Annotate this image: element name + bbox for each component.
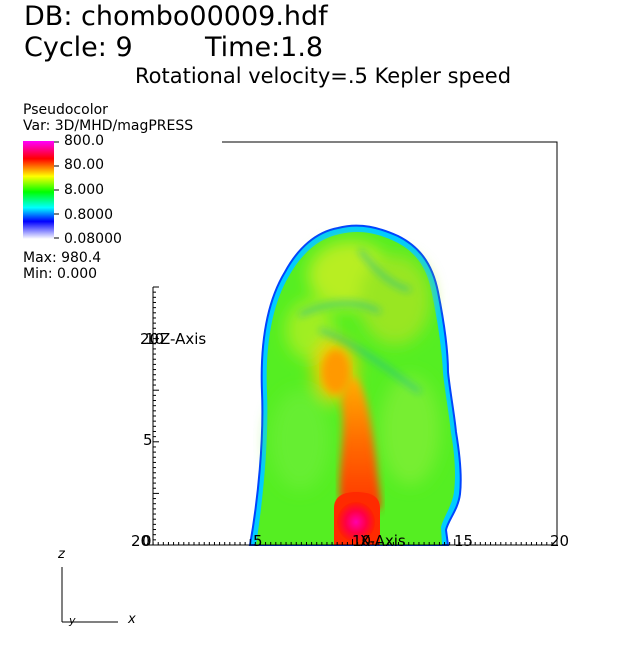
y-axis-title: Z-Axis: [160, 330, 206, 348]
plot-frame: [222, 141, 558, 545]
cycle-time-line: Cycle: 9 Time:1.8: [24, 32, 323, 63]
plume-streaks: [299, 249, 421, 394]
colorbar-label-2: 80.00: [64, 157, 105, 173]
colorbar-label-5: 0.08000: [64, 231, 122, 247]
x-axis-tick-15: 15: [454, 532, 473, 550]
x-axis-ticks: [147, 539, 558, 545]
y-axis-tick-5: 5: [143, 431, 153, 449]
triad-y-label: y: [68, 614, 76, 627]
plume-core-glow: [337, 502, 375, 542]
colorbar-label-3: 8.000: [64, 182, 105, 198]
plot-subtitle: Rotational velocity=.5 Kepler speed: [135, 64, 512, 88]
colorbar-label-1: 800.0: [64, 133, 105, 149]
time-label: Time:1.8: [205, 32, 324, 63]
x-axis-title: X-Axis: [360, 532, 406, 550]
plume-jet: [339, 376, 381, 510]
database-title: DB: chombo00009.hdf: [24, 1, 328, 32]
triad-x-label: x: [127, 612, 136, 627]
cycle-label: Cycle: 9: [24, 32, 133, 63]
y-axis-tick-10: 10: [145, 330, 164, 348]
legend-max: Max: 980.4: [23, 250, 102, 266]
legend-title: Pseudocolor: [23, 102, 108, 118]
legend-min: Min: 0.000: [23, 266, 98, 282]
y-axis-ticks: [153, 286, 159, 546]
axis-triad: z y x: [57, 547, 136, 627]
colorbar: [23, 141, 59, 239]
legend-variable: Var: 3D/MHD/magPRESS: [23, 118, 194, 134]
colorbar-label-4: 0.8000: [64, 207, 113, 223]
y-axis-tick-0: 0: [142, 532, 152, 550]
y-axis-tick-20: 20: [140, 330, 159, 348]
x-axis-tick-5: 5: [253, 532, 263, 550]
x-axis-tick-min: 20: [131, 532, 150, 550]
plume-hotspot: [322, 350, 350, 394]
x-axis-tick-10: 10: [352, 532, 371, 550]
x-axis-tick-20: 20: [550, 532, 569, 550]
triad-z-label: z: [57, 547, 66, 562]
